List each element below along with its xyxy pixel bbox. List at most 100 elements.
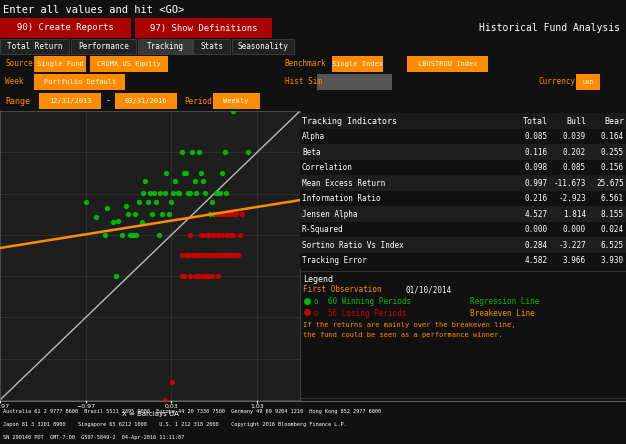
Point bbox=[232, 252, 242, 259]
Point bbox=[211, 190, 221, 197]
Text: LBUSTRUU Index: LBUSTRUU Index bbox=[418, 61, 478, 67]
Text: Tracking Indicators: Tracking Indicators bbox=[302, 116, 397, 126]
Point bbox=[148, 190, 158, 197]
Point bbox=[220, 210, 230, 218]
Point bbox=[91, 213, 101, 220]
Text: Sortino Ratio Vs Index: Sortino Ratio Vs Index bbox=[302, 241, 404, 250]
Bar bbox=[300, 175, 626, 191]
Point bbox=[130, 210, 140, 218]
Point bbox=[215, 252, 225, 259]
Point bbox=[218, 210, 228, 218]
Text: Bear: Bear bbox=[604, 116, 624, 126]
Text: 0.039: 0.039 bbox=[563, 132, 586, 141]
Point bbox=[217, 252, 227, 259]
Text: If the returns are mainly over the breakeven line,: If the returns are mainly over the break… bbox=[303, 322, 515, 329]
Text: 0.000: 0.000 bbox=[525, 225, 548, 234]
Point bbox=[192, 252, 202, 259]
Point bbox=[217, 231, 227, 238]
Bar bbox=[193, 39, 230, 54]
Bar bbox=[71, 39, 136, 54]
Point bbox=[167, 378, 177, 385]
Text: Australia 61 2 9777 8600  Brazil 5511 2395 9000  Europe 44 20 7330 7500  Germany: Australia 61 2 9777 8600 Brazil 5511 239… bbox=[3, 409, 381, 414]
Bar bbox=[300, 144, 626, 160]
Text: Breakeven Line: Breakeven Line bbox=[470, 309, 535, 317]
Point bbox=[194, 273, 204, 280]
Point bbox=[177, 149, 187, 156]
Bar bbox=[115, 93, 177, 109]
Bar bbox=[34, 75, 125, 90]
Point bbox=[113, 217, 123, 224]
Text: -3.227: -3.227 bbox=[558, 241, 586, 250]
Text: Jensen Alpha: Jensen Alpha bbox=[302, 210, 357, 219]
Text: 12/31/2013: 12/31/2013 bbox=[49, 98, 91, 104]
Point bbox=[117, 231, 127, 238]
Text: Information Ratio: Information Ratio bbox=[302, 194, 381, 203]
Point bbox=[121, 202, 131, 210]
Text: Source: Source bbox=[5, 59, 33, 68]
Point bbox=[160, 396, 170, 404]
Point bbox=[202, 273, 212, 280]
Bar bbox=[0, 39, 69, 54]
Bar bbox=[576, 75, 600, 90]
Bar bbox=[300, 160, 626, 175]
Text: Tracking: Tracking bbox=[146, 42, 183, 51]
Point bbox=[200, 190, 210, 197]
Text: o  56 Losing Periods: o 56 Losing Periods bbox=[314, 309, 406, 317]
Point bbox=[237, 210, 247, 218]
Point bbox=[220, 252, 230, 259]
Text: 3.930: 3.930 bbox=[601, 256, 624, 265]
Text: 25.675: 25.675 bbox=[596, 179, 624, 188]
Point bbox=[185, 231, 195, 238]
Point bbox=[190, 178, 200, 185]
Point bbox=[111, 273, 121, 280]
Bar bbox=[300, 113, 626, 129]
Bar bbox=[300, 253, 626, 269]
Text: Correlation: Correlation bbox=[302, 163, 353, 172]
Text: Range: Range bbox=[5, 96, 30, 106]
Bar bbox=[300, 206, 626, 222]
Point bbox=[222, 231, 232, 238]
Text: Legend: Legend bbox=[303, 274, 333, 284]
Text: 0.116: 0.116 bbox=[525, 148, 548, 157]
Text: R-Squared: R-Squared bbox=[302, 225, 344, 234]
Bar bbox=[332, 56, 383, 71]
Point bbox=[177, 252, 187, 259]
Bar bbox=[300, 222, 626, 238]
Point bbox=[207, 231, 217, 238]
Text: Enter all values and hit <GO>: Enter all values and hit <GO> bbox=[3, 5, 185, 15]
Point bbox=[213, 252, 223, 259]
Point bbox=[181, 252, 191, 259]
Point bbox=[194, 149, 204, 156]
Text: Single Index: Single Index bbox=[332, 61, 383, 67]
Point bbox=[197, 252, 207, 259]
Text: Stats: Stats bbox=[200, 42, 223, 51]
Point bbox=[162, 169, 172, 176]
Text: Weekly: Weekly bbox=[223, 98, 249, 104]
Text: Single Fund: Single Fund bbox=[37, 61, 83, 67]
Text: Alpha: Alpha bbox=[302, 132, 325, 141]
Text: -: - bbox=[105, 96, 110, 106]
Point bbox=[232, 87, 242, 94]
Point bbox=[198, 231, 208, 238]
Point bbox=[194, 252, 204, 259]
Point bbox=[211, 210, 221, 218]
Point bbox=[187, 252, 197, 259]
Point bbox=[192, 190, 202, 197]
Point bbox=[185, 273, 195, 280]
Point bbox=[164, 210, 174, 218]
Point bbox=[208, 210, 218, 218]
Text: Benchmark: Benchmark bbox=[285, 59, 326, 68]
Text: 0.085: 0.085 bbox=[563, 163, 586, 172]
Point bbox=[170, 178, 180, 185]
Text: 6.561: 6.561 bbox=[601, 194, 624, 203]
Point bbox=[128, 231, 138, 238]
Point bbox=[138, 190, 148, 197]
Point bbox=[178, 169, 188, 176]
Point bbox=[140, 178, 150, 185]
Point bbox=[204, 252, 214, 259]
Text: 03/31/2016: 03/31/2016 bbox=[125, 98, 167, 104]
Bar bbox=[300, 191, 626, 206]
Point bbox=[205, 210, 215, 218]
Point bbox=[222, 190, 232, 197]
Point bbox=[178, 273, 188, 280]
